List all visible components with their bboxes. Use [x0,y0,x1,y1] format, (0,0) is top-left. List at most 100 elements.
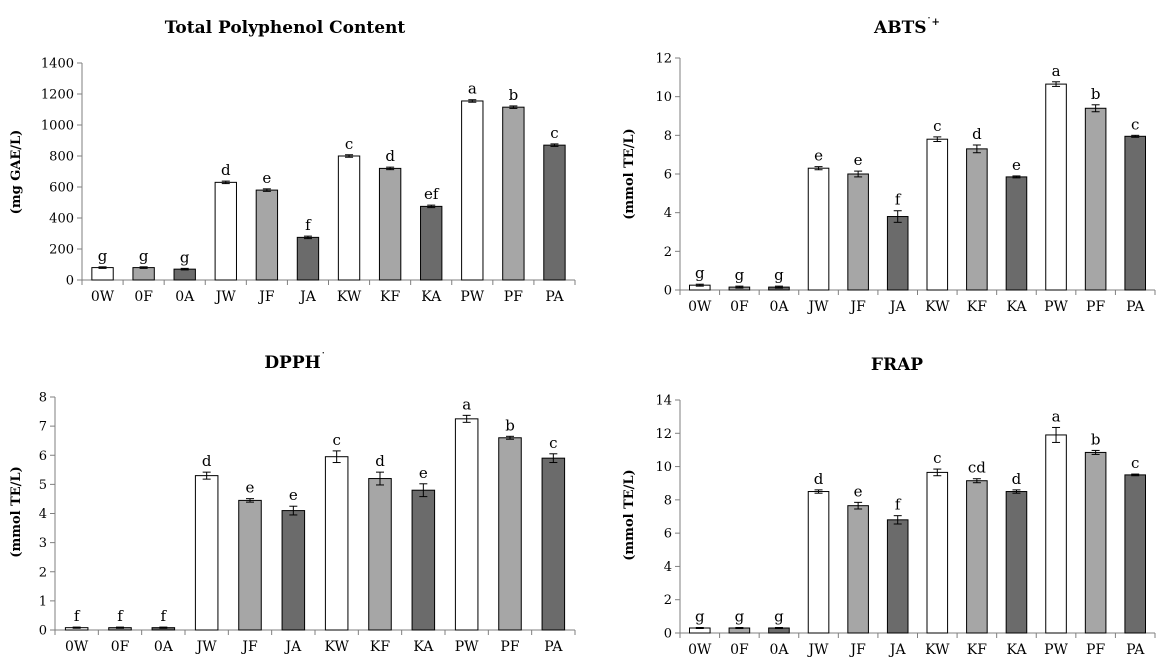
bar [368,478,392,631]
y-tick-label: 10 [655,460,672,475]
x-tick-label: KA [413,639,434,655]
significance-letter: g [139,247,149,265]
significance-letter: d [972,125,982,143]
bar [132,267,155,281]
y-tick-label: 0 [66,274,74,289]
bar [1084,107,1107,291]
bar [886,519,909,634]
y-tick-label: 7 [39,420,47,435]
significance-letter: g [735,266,745,284]
significance-letter: f [161,607,168,625]
x-tick-label: JA [888,642,907,658]
y-tick-label: 10 [655,90,672,105]
x-tick-label: PW [1044,642,1068,658]
y-tick-label: 400 [49,212,74,227]
bar [461,100,484,281]
y-tick-label: 600 [49,181,74,196]
bar [378,167,402,281]
significance-letter: d [1012,470,1022,488]
x-tick-label: JF [848,299,866,315]
y-tick-label: 1400 [41,57,74,72]
x-tick-label: 0A [175,289,195,305]
y-tick-label: 12 [655,52,672,67]
bar [886,216,909,291]
significance-letter: a [1052,407,1061,425]
significance-letter: f [305,216,312,234]
bar [173,268,196,281]
bar [411,489,436,631]
y-tick-label: 0 [664,284,672,299]
x-tick-label: 0F [730,299,749,315]
x-tick-label: JF [848,642,866,658]
x-tick-label: KF [967,299,987,315]
significance-letter: d [202,452,212,470]
significance-letter: a [468,80,477,98]
x-tick-label: JF [240,639,258,655]
x-tick-label: 0W [65,639,89,655]
significance-letter: c [933,449,941,467]
x-tick-label: 0W [91,289,115,305]
y-tick-label: 1200 [41,88,74,103]
bar [337,155,361,281]
x-tick-label: 0A [769,299,789,315]
x-tick-label: PW [1044,299,1068,315]
y-tick-label: 6 [664,168,672,183]
bar [926,471,949,634]
x-tick-label: JW [807,642,830,658]
x-tick-label: KA [1006,642,1027,658]
bar [281,510,306,631]
significance-letter: b [505,416,515,434]
bar [296,236,320,281]
bar [1084,451,1107,634]
x-tick-label: JW [214,289,237,305]
significance-letter: f [895,191,902,209]
bar [966,480,988,634]
chart-title: ABTS˙+ [873,17,940,38]
bar [238,499,262,631]
x-tick-label: PF [1086,642,1105,658]
significance-letter: a [462,395,471,413]
bar [847,173,869,291]
chart-title: Total Polyphenol Content [165,18,406,38]
significance-letter: e [854,151,863,169]
bar [543,144,566,281]
x-tick-label: KW [324,639,349,655]
x-tick-label: JA [298,289,317,305]
x-tick-label: 0F [730,642,749,658]
bar [807,491,830,634]
bar [1124,135,1146,291]
x-tick-label: JW [807,299,830,315]
y-tick-label: 2 [664,245,672,260]
bar [420,205,443,281]
significance-letter: c [549,434,557,452]
significance-letter: g [774,608,784,626]
significance-letter: d [814,470,824,488]
significance-letter: f [74,607,81,625]
bar [454,418,479,631]
y-tick-label: 0 [664,627,672,642]
y-tick-label: 5 [39,478,47,493]
significance-letter: d [385,147,395,165]
x-tick-label: PA [1126,299,1145,315]
significance-letter: a [1052,62,1061,80]
x-tick-label: KW [925,642,950,658]
y-tick-label: 2 [664,593,672,608]
significance-letter: b [1091,430,1101,448]
bar [1005,491,1028,634]
y-tick-label: 4 [39,507,47,522]
significance-letter: b [509,86,519,104]
significance-letter: g [695,608,705,626]
x-tick-label: 0W [688,642,712,658]
y-tick-label: 4 [664,206,672,221]
x-tick-label: PW [460,289,484,305]
y-tick-label: 6 [39,449,47,464]
x-tick-label: PA [544,639,563,655]
significance-letter: c [1131,454,1139,472]
bar [807,167,830,291]
y-tick-label: 2 [39,565,47,580]
bar [847,505,869,634]
x-tick-label: KA [1006,299,1027,315]
x-tick-label: KA [421,289,442,305]
x-tick-label: KF [380,289,400,305]
bar [1045,434,1067,634]
